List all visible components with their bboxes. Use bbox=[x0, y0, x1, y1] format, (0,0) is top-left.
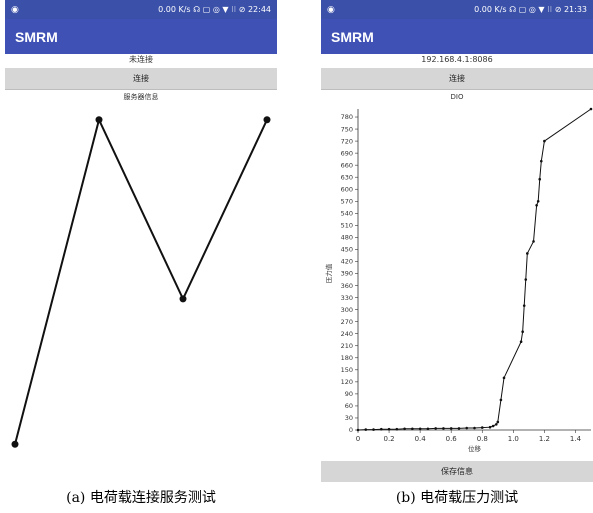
x-tick-label: 1.4 bbox=[570, 435, 582, 443]
data-point bbox=[538, 177, 542, 181]
y-tick-label: 480 bbox=[341, 234, 353, 242]
server-info-label: 服务器信息 bbox=[123, 93, 159, 101]
app-title: SMRM bbox=[321, 19, 593, 54]
y-tick-label: 150 bbox=[341, 366, 353, 374]
data-point bbox=[403, 427, 406, 431]
series-line bbox=[357, 108, 592, 431]
data-point bbox=[499, 398, 503, 402]
app-title: SMRM bbox=[5, 19, 277, 54]
data-point bbox=[589, 107, 593, 111]
status-bar: ◉ 0.00 K/s ☊ ▢ ◎ ▼ ⁝⁝ ⊘ 21:33 bbox=[321, 0, 593, 19]
y-tick-label: 240 bbox=[341, 330, 353, 338]
data-point bbox=[395, 427, 399, 431]
pressure-displacement-chart: 0 30 60 90 120 150 180 210 240 270 300 330 360 390 420… bbox=[324, 107, 593, 453]
y-tick-label: 630 bbox=[341, 173, 353, 181]
y-tick-label: 300 bbox=[341, 306, 353, 314]
data-point bbox=[387, 427, 391, 431]
data-point bbox=[473, 426, 476, 430]
server-info-chart bbox=[11, 116, 271, 448]
y-tick-label: 330 bbox=[341, 294, 353, 302]
data-point bbox=[95, 116, 103, 124]
data-point bbox=[532, 240, 535, 243]
y-tick-label: 420 bbox=[341, 258, 353, 266]
data-point bbox=[380, 427, 383, 431]
data-point bbox=[480, 426, 484, 429]
x-tick-label: 1.0 bbox=[508, 435, 519, 443]
data-point bbox=[449, 427, 453, 430]
y-tick-label: 90 bbox=[345, 390, 353, 398]
x-tick-label: 0 bbox=[356, 435, 360, 443]
data-point bbox=[521, 330, 524, 333]
data-point bbox=[494, 423, 498, 426]
data-point bbox=[434, 427, 437, 430]
data-point bbox=[524, 278, 528, 281]
data-point bbox=[442, 427, 445, 430]
y-axis-label: 压力值 bbox=[324, 263, 333, 283]
data-point bbox=[11, 440, 19, 448]
android-notification-icon: ◉ bbox=[327, 4, 335, 15]
data-point bbox=[539, 159, 543, 163]
data-point bbox=[496, 420, 500, 424]
x-tick-label: 0.4 bbox=[415, 435, 427, 443]
save-info-button[interactable]: 保存信息 bbox=[321, 461, 593, 482]
y-tick-label: 750 bbox=[341, 125, 353, 133]
figure-caption-b: (b) 电荷载压力测试 bbox=[395, 490, 519, 506]
y-tick-label: 540 bbox=[341, 210, 353, 218]
data-point bbox=[502, 376, 506, 380]
y-tick-label: 510 bbox=[341, 222, 353, 230]
status-bar-indicators: 0.00 K/s ☊ ▢ ◎ ▼ ⁝⁝ ⊘ 21:33 bbox=[474, 5, 587, 14]
y-tick-label: 30 bbox=[345, 414, 353, 422]
phone-screen-connection-test: ◉ 0.00 K/s ☊ ▢ ◎ ▼ ⁝⁝ ⊘ 22:44 SMRM 未连接 连… bbox=[5, 0, 277, 482]
android-notification-icon: ◉ bbox=[11, 4, 19, 15]
connection-status: 未连接 bbox=[129, 55, 153, 64]
data-point bbox=[491, 424, 495, 428]
y-tick-label: 270 bbox=[341, 318, 353, 326]
x-tick-label: 0.2 bbox=[383, 435, 394, 443]
figure-caption-a: (a) 电荷载连接服务测试 bbox=[66, 490, 216, 506]
y-tick-label: 180 bbox=[341, 354, 353, 362]
x-axis-label: 位移 bbox=[468, 444, 482, 453]
data-point bbox=[364, 428, 368, 431]
data-point bbox=[457, 427, 461, 430]
series-line bbox=[14, 116, 268, 445]
data-point bbox=[519, 340, 523, 344]
data-point bbox=[488, 425, 492, 429]
data-point bbox=[522, 304, 526, 307]
data-point bbox=[426, 427, 430, 431]
data-point bbox=[372, 428, 375, 431]
status-bar-indicators: 0.00 K/s ☊ ▢ ◎ ▼ ⁝⁝ ⊘ 22:44 bbox=[158, 5, 271, 14]
data-point bbox=[536, 199, 540, 203]
y-tick-label: 360 bbox=[341, 282, 353, 290]
y-tick-label: 60 bbox=[345, 402, 353, 410]
y-tick-label: 0 bbox=[349, 426, 353, 434]
phone-screen-pressure-test: ◉ 0.00 K/s ☊ ▢ ◎ ▼ ⁝⁝ ⊘ 21:33 SMRM 192.1… bbox=[321, 0, 593, 482]
data-point bbox=[526, 252, 529, 255]
y-tick-label: 720 bbox=[341, 137, 353, 145]
x-tick-label: 1.2 bbox=[539, 435, 550, 443]
y-tick-label: 780 bbox=[341, 113, 353, 121]
data-point bbox=[465, 426, 469, 430]
y-tick-label: 570 bbox=[341, 197, 353, 205]
connect-button[interactable]: 连接 bbox=[5, 68, 277, 90]
y-tick-label: 210 bbox=[341, 342, 353, 350]
data-point bbox=[356, 428, 360, 432]
y-tick-label: 120 bbox=[341, 378, 353, 386]
y-tick-label: 690 bbox=[341, 149, 353, 157]
y-tick-label: 390 bbox=[341, 270, 353, 278]
x-tick-label: 0.8 bbox=[477, 435, 488, 443]
y-tick-label: 600 bbox=[341, 185, 353, 193]
data-point bbox=[411, 427, 414, 431]
data-point bbox=[263, 116, 271, 124]
data-point bbox=[179, 295, 187, 303]
data-point bbox=[543, 139, 546, 143]
connect-button[interactable]: 连接 bbox=[321, 68, 593, 90]
data-point bbox=[535, 204, 538, 207]
data-point bbox=[418, 427, 422, 431]
chart-title: DIO bbox=[450, 93, 464, 101]
y-tick-label: 450 bbox=[341, 246, 353, 254]
status-bar: ◉ 0.00 K/s ☊ ▢ ◎ ▼ ⁝⁝ ⊘ 22:44 bbox=[5, 0, 277, 19]
server-address: 192.168.4.1:8086 bbox=[421, 55, 493, 64]
x-tick-label: 0.6 bbox=[446, 435, 458, 443]
y-tick-label: 660 bbox=[341, 161, 353, 169]
